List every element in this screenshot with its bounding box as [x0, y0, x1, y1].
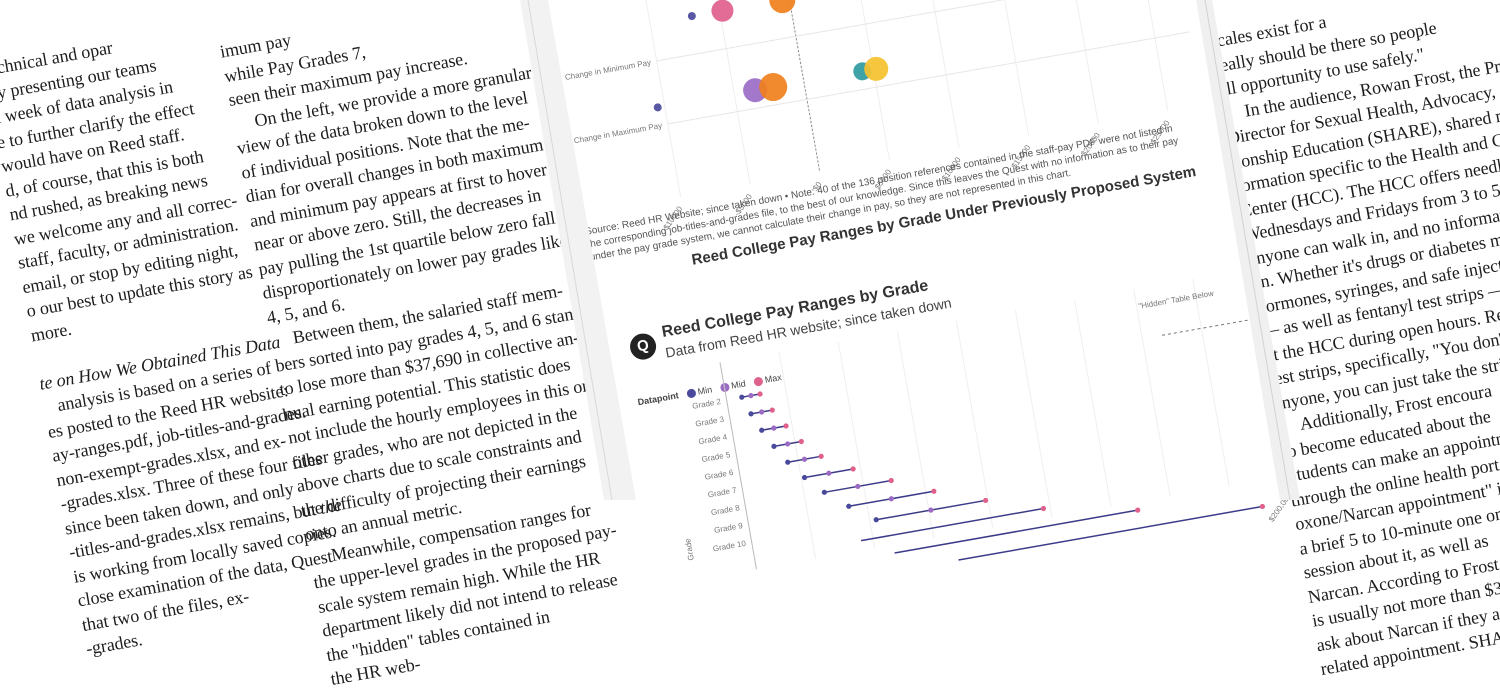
grid-line — [1133, 289, 1171, 497]
mid-point — [855, 483, 861, 490]
max-point — [757, 391, 763, 397]
pay-change-dot — [864, 56, 889, 81]
mid-point — [785, 441, 791, 447]
max-point — [783, 423, 789, 429]
fold-line-left — [527, 0, 613, 500]
grid-line — [1062, 0, 1099, 124]
mid-point — [748, 392, 754, 399]
max-point — [818, 453, 824, 459]
grid-line — [955, 320, 994, 528]
page-fold-shadows — [520, 0, 1300, 500]
fold-shadow-left — [520, 0, 636, 500]
min-point — [821, 489, 827, 495]
min-point — [739, 394, 745, 400]
row-line — [667, 31, 1190, 125]
grade-label: Grade 8 — [710, 503, 741, 517]
grid-line — [1192, 279, 1230, 486]
min-point — [748, 411, 754, 417]
mid-point — [771, 425, 777, 431]
max-point — [798, 438, 804, 445]
mid-point — [801, 456, 808, 462]
pay-change-dot — [759, 73, 788, 102]
min-point — [759, 427, 765, 433]
pay-change-dot — [687, 12, 696, 21]
grid-line — [993, 0, 1030, 136]
pay-change-dot — [711, 0, 734, 22]
mid-point — [826, 470, 832, 476]
max-point — [931, 488, 937, 494]
max-point — [850, 466, 856, 472]
min-point — [771, 443, 777, 449]
grid-line — [923, 0, 960, 148]
max-point — [1259, 503, 1265, 510]
max-point — [769, 407, 775, 413]
y-axis-label: Grade — [683, 537, 696, 561]
min-point — [873, 517, 879, 523]
grid-line — [1132, 0, 1169, 111]
min-point — [785, 459, 791, 465]
fold-line-right — [1204, 0, 1291, 500]
row-line — [656, 0, 1179, 62]
pay-change-dot — [653, 103, 662, 112]
max-point — [888, 477, 894, 484]
max-point — [1040, 505, 1047, 512]
grid-line — [1014, 310, 1053, 518]
mid-point — [759, 409, 765, 415]
range-line — [860, 507, 1044, 542]
min-point — [801, 474, 808, 481]
grade-label: Grade 9 — [713, 521, 744, 535]
pay-change-dot — [769, 0, 796, 14]
max-point — [1135, 507, 1141, 513]
grade-label: Grade 10 — [712, 539, 747, 554]
min-point — [846, 503, 852, 509]
grid-line — [645, 0, 682, 197]
grid-line — [1074, 299, 1112, 507]
range-line — [894, 509, 1138, 554]
